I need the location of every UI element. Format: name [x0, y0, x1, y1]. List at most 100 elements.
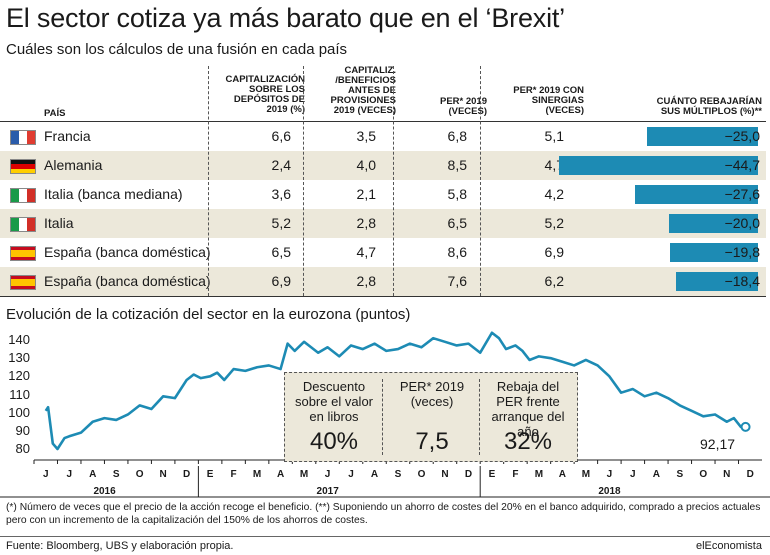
cell-cap-dep: 5,2: [271, 215, 291, 231]
column-divider: [480, 66, 481, 296]
country-name: Francia: [44, 128, 91, 144]
header-line: DEPÓSITOS DE: [233, 94, 305, 105]
section-title: Evolución de la cotización del sector en…: [6, 306, 411, 323]
header-line: (VECES): [448, 106, 487, 117]
stat-discount-value: 40%: [309, 428, 359, 455]
stat-per-label: PER* 2019 (veces): [399, 379, 465, 409]
year-label: 2016: [93, 486, 116, 497]
cell-cap-dep: 6,5: [271, 244, 291, 260]
stat-discount-label: Descuento sobre el valor en libros: [294, 379, 374, 424]
italy-flag-icon: [10, 217, 36, 232]
column-divider: [208, 66, 209, 296]
chart-subtitle: Cuáles son los cálculos de una fusión en…: [6, 41, 348, 58]
month-tick-label: D: [183, 469, 191, 480]
rebaja-bar: [668, 214, 758, 233]
cell-rebaja: −18,4: [724, 273, 760, 289]
cell-rebaja: −20,0: [724, 215, 760, 231]
table-row: Alemania 2,4 4,0 8,5 4,7 −44,7: [0, 151, 766, 180]
month-tick-label: M: [534, 469, 544, 480]
cell-rebaja: −25,0: [724, 128, 760, 144]
cell-per: 7,6: [447, 273, 467, 289]
header-cap-ben: CAPITALIZ./BENEFICIOS ANTES DE PROVISIONES…: [331, 66, 396, 116]
month-tick-label: S: [112, 469, 120, 480]
header-line: CAPITALIZ.: [344, 65, 396, 76]
header-line: PER* 2019 CON: [513, 85, 584, 96]
country-name: Alemania: [44, 157, 103, 173]
month-tick-label: D: [746, 469, 754, 480]
table-row: Italia (banca mediana) 3,6 2,1 5,8 4,2 −27,6: [0, 180, 766, 209]
cell-cap-dep: 6,6: [271, 128, 291, 144]
y-tick-label: 90: [15, 422, 30, 438]
rebaja-bar: [669, 243, 758, 262]
month-tick-label: O: [135, 469, 144, 480]
year-label: 2018: [598, 486, 621, 497]
cell-per: 5,8: [447, 186, 467, 202]
header-line: SUS MÚLTIPLOS (%)**: [660, 106, 762, 117]
month-tick-label: A: [652, 469, 660, 480]
month-tick-label: O: [699, 469, 708, 480]
country-name: España (banca doméstica): [44, 273, 211, 289]
header-line: 2019 (VECES): [333, 105, 396, 116]
header-line: ANTES DE: [347, 85, 396, 96]
month-tick-label: A: [89, 469, 97, 480]
cell-cap-ben: 3,5: [356, 128, 376, 144]
cell-per: 6,8: [447, 128, 467, 144]
header-per-sinergias: PER* 2019 CON SINERGIAS (VECES): [513, 86, 584, 116]
month-tick-label: A: [558, 469, 566, 480]
y-tick-label: 100: [8, 404, 30, 420]
country-name: Italia: [44, 215, 74, 231]
source: Fuente: Bloomberg, UBS y elaboración pro…: [6, 540, 234, 552]
table-top-line: [0, 121, 766, 122]
cell-per-sinergias: 6,9: [544, 244, 564, 260]
brand-logo: elEconomista: [695, 540, 762, 552]
month-tick-label: N: [441, 469, 449, 480]
column-divider: [393, 66, 394, 296]
cell-per-sinergias: 4,7: [544, 157, 564, 173]
table-row: Italia 5,2 2,8 6,5 5,2 −20,0: [0, 209, 766, 238]
country-name: Italia (banca mediana): [44, 186, 183, 202]
header-line: CUÁNTO REBAJARÍAN: [656, 96, 762, 107]
month-tick-label: S: [676, 469, 684, 480]
table-row: Francia 6,6 3,5 6,8 5,1 −25,0: [0, 122, 766, 151]
month-tick-label: J: [66, 469, 72, 480]
cell-cap-dep: 3,6: [271, 186, 291, 202]
stat-rebaja-label: Rebaja del PER frente arranque del año: [491, 379, 565, 439]
y-tick-label: 80: [15, 441, 30, 456]
year-label: 2017: [316, 486, 339, 497]
source-line: [0, 536, 770, 537]
header-line: /BENEFICIOS: [335, 75, 396, 86]
spain-flag-icon: [10, 246, 36, 261]
last-point-marker: [740, 421, 751, 432]
month-tick-label: E: [206, 469, 214, 480]
month-tick-label: A: [370, 469, 379, 480]
last-value-label: 92,17: [700, 436, 736, 452]
month-tick-label: A: [276, 469, 285, 480]
cell-per: 8,5: [447, 157, 467, 173]
cell-rebaja: −19,8: [724, 244, 760, 260]
cell-per-sinergias: 4,2: [544, 186, 564, 202]
cell-per: 8,6: [447, 244, 467, 260]
france-flag-icon: [10, 130, 36, 145]
cell-per: 6,5: [447, 215, 467, 231]
header-rebaja: CUÁNTO REBAJARÍAN SUS MÚLTIPLOS (%)**: [657, 97, 762, 117]
month-tick-label: J: [42, 469, 49, 480]
column-divider: [303, 66, 304, 296]
header-per: PER* 2019 (VECES): [440, 97, 487, 117]
cell-rebaja: −44,7: [724, 157, 760, 173]
cell-rebaja: −27,6: [724, 186, 760, 202]
y-tick-label: 120: [8, 368, 30, 384]
stats-box: Descuento sobre el valor en libros 40% P…: [284, 372, 578, 462]
y-tick-label: 140: [8, 332, 30, 347]
y-tick-label: 130: [8, 350, 30, 366]
footnotes: (*) Número de veces que el precio de la …: [6, 502, 761, 526]
month-tick-label: J: [630, 469, 636, 480]
cell-cap-ben: 4,7: [356, 244, 376, 260]
rebaja-bar: [676, 272, 758, 291]
header-line: PER* 2019: [439, 96, 487, 107]
month-tick-label: D: [464, 469, 473, 480]
month-tick-label: M: [581, 469, 591, 480]
germany-flag-icon: [10, 159, 36, 174]
rebaja-bar: [646, 127, 758, 146]
header-line: 2019 (%): [266, 104, 305, 115]
header-line: (VECES): [545, 105, 584, 116]
